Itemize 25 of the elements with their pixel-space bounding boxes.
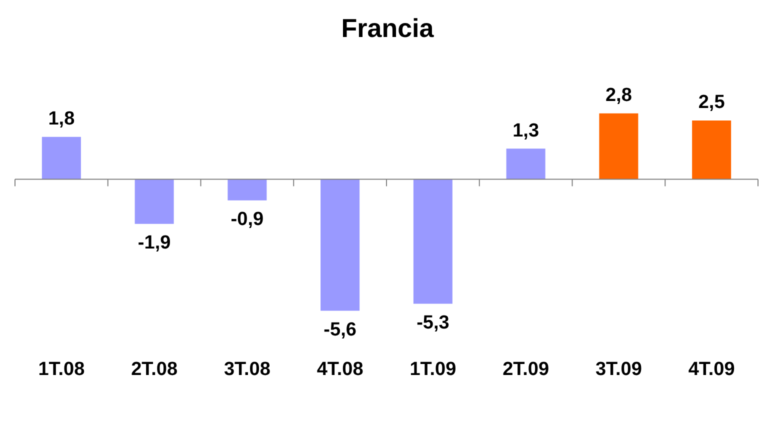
data-label: -0,9: [230, 209, 264, 230]
bar: [320, 179, 360, 311]
data-label: -5,3: [416, 312, 450, 334]
data-label: 1,8: [48, 108, 75, 130]
bar: [599, 113, 638, 180]
bar: [228, 179, 267, 200]
x-tick-label: 4T.08: [316, 358, 364, 380]
x-tick-label: 2T.08: [131, 358, 178, 380]
bar: [506, 148, 546, 180]
data-label: -5,6: [324, 320, 356, 341]
x-tick-label: 4T.09: [688, 358, 735, 380]
chart-title: Francia: [341, 12, 434, 43]
x-tick-label: 2T.09: [502, 358, 550, 380]
bar: [42, 136, 81, 180]
bar: [413, 179, 452, 304]
x-tick-label: 1T.08: [38, 358, 85, 380]
x-tick-label: 3T.09: [595, 358, 642, 380]
data-label: 2,8: [605, 85, 632, 106]
data-label: 2,5: [698, 92, 726, 114]
x-tick-label: 3T.08: [224, 358, 270, 380]
bar: [134, 179, 174, 224]
data-label: 1,3: [512, 120, 540, 142]
x-tick-label: 1T.09: [410, 358, 456, 380]
bar: [692, 120, 732, 180]
data-label: -1,9: [138, 232, 171, 254]
